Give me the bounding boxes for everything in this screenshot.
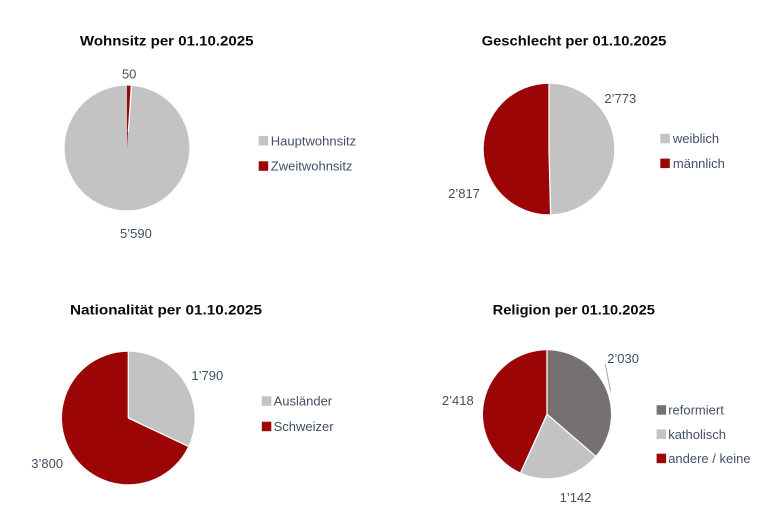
svg-text:2’817: 2’817 [448,186,480,201]
svg-text:2’418: 2’418 [442,393,474,408]
svg-text:Schweizer: Schweizer [274,419,335,434]
svg-text:1’142: 1’142 [560,490,592,505]
svg-text:1’790: 1’790 [191,368,223,383]
svg-text:2’030: 2’030 [607,351,639,366]
svg-text:katholisch: katholisch [668,427,726,442]
svg-text:weiblich: weiblich [672,131,719,146]
svg-text:Nationalität per 01.10.2025: Nationalität per 01.10.2025 [70,301,262,317]
svg-text:Geschlecht per 01.10.2025: Geschlecht per 01.10.2025 [482,33,667,49]
svg-text:männlich: männlich [673,156,725,171]
svg-text:50: 50 [122,66,136,81]
svg-text:2’773: 2’773 [604,91,636,106]
svg-text:Ausländer: Ausländer [274,394,333,409]
svg-text:Zweitwohnsitz: Zweitwohnsitz [271,159,353,174]
svg-text:andere / keine: andere / keine [668,451,750,466]
svg-text:reformiert: reformiert [668,403,724,418]
svg-text:5’590: 5’590 [120,226,152,241]
svg-text:Hauptwohnsitz: Hauptwohnsitz [271,133,356,148]
svg-text:3’800: 3’800 [31,456,63,471]
svg-text:Religion per 01.10.2025: Religion per 01.10.2025 [493,301,655,317]
svg-text:Wohnsitz per 01.10.2025: Wohnsitz per 01.10.2025 [80,33,254,49]
